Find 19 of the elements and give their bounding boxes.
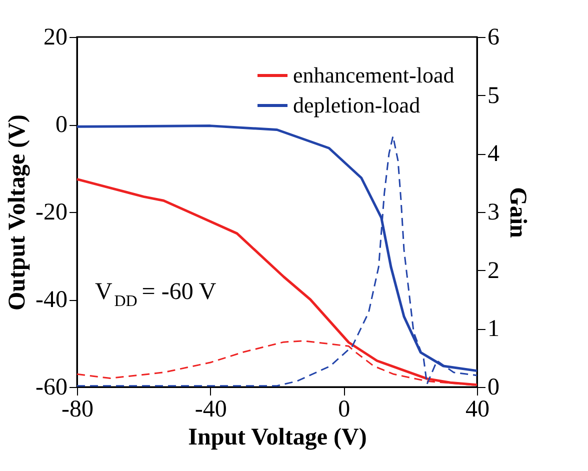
y-tick-label: -40 bbox=[36, 287, 68, 313]
y-tick-label: 0 bbox=[56, 112, 68, 138]
y-axis-title: Output Voltage (V) bbox=[4, 114, 31, 311]
y2-axis-title: Gain bbox=[504, 187, 530, 238]
x-tick-label: 40 bbox=[466, 396, 490, 422]
y-tick-label: 20 bbox=[44, 24, 68, 50]
y-tick-label: -20 bbox=[36, 200, 68, 226]
x-axis-title: Input Voltage (V) bbox=[188, 424, 367, 450]
y2-tick-label: 6 bbox=[488, 24, 500, 50]
legend-label: enhancement-load bbox=[293, 62, 454, 88]
y2-tick-label: 1 bbox=[488, 316, 500, 342]
y2-tick-label: 2 bbox=[488, 258, 500, 284]
y2-tick-label: 3 bbox=[488, 200, 500, 226]
legend-label: depletion-load bbox=[293, 92, 420, 118]
y2-tick-label: 4 bbox=[488, 141, 500, 168]
y2-tick-label: 0 bbox=[488, 374, 500, 400]
y2-tick-label: 5 bbox=[488, 82, 500, 109]
x-tick-label: -40 bbox=[194, 396, 227, 422]
x-tick-label: 0 bbox=[338, 396, 350, 422]
